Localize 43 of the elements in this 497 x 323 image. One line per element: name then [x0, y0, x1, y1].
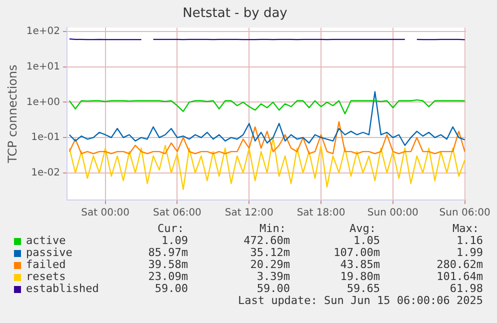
- text: 1.99: [456, 246, 483, 259]
- text: 472.60m: [244, 234, 290, 247]
- x-tick-label: Sat 00:00: [81, 208, 130, 219]
- legend-label: established: [26, 282, 99, 295]
- x-tick-label: Sat 18:00: [296, 208, 346, 219]
- legend-label: active: [26, 234, 66, 247]
- text: Avg:: [350, 222, 376, 235]
- text: 280.62m: [436, 258, 483, 271]
- x-tick-label: Sun 06:00: [439, 208, 490, 219]
- text: 59.00: [154, 282, 188, 295]
- text: Cur:: [158, 222, 184, 235]
- x-tick-label: Sat 06:00: [153, 208, 202, 219]
- text: 1.16: [456, 234, 483, 247]
- y-tick-label: 1e-01: [31, 132, 60, 144]
- text: 43.85m: [340, 258, 380, 271]
- text: 1.09: [162, 234, 188, 247]
- text: 39.58m: [148, 258, 188, 271]
- y-tick-label: 1e+02: [26, 26, 60, 38]
- text: 85.97m: [148, 246, 188, 259]
- text: 1.05: [354, 234, 380, 247]
- text: 107.00m: [334, 246, 380, 259]
- y-tick-label: 1e-02: [31, 167, 60, 178]
- text: 19.80m: [340, 270, 380, 283]
- text: 20.29m: [250, 258, 290, 271]
- text: 59.00: [256, 282, 290, 295]
- text: Max:: [452, 222, 479, 235]
- text: 61.98: [450, 282, 483, 295]
- y-tick-label: 1e+01: [26, 62, 60, 73]
- y-axis-title: TCP connections: [5, 64, 20, 164]
- x-tick-label: Sat 12:00: [224, 208, 274, 219]
- text: 35.12m: [250, 246, 290, 259]
- text: 3.39m: [256, 270, 290, 283]
- legend-label: resets: [26, 270, 66, 283]
- text: 23.09m: [148, 270, 188, 283]
- text: 59.65: [346, 282, 380, 295]
- legend-label: passive: [26, 246, 72, 259]
- legend-label: failed: [26, 258, 66, 271]
- text: Last update: Sun Jun 15 06:00:06 2025: [238, 294, 483, 307]
- chart-title: Netstat - by day: [182, 6, 288, 22]
- text: Min:: [260, 222, 286, 235]
- text: 101.64m: [436, 270, 483, 283]
- x-tick-label: Sun 00:00: [367, 208, 418, 219]
- y-tick-label: 1e+00: [26, 96, 60, 108]
